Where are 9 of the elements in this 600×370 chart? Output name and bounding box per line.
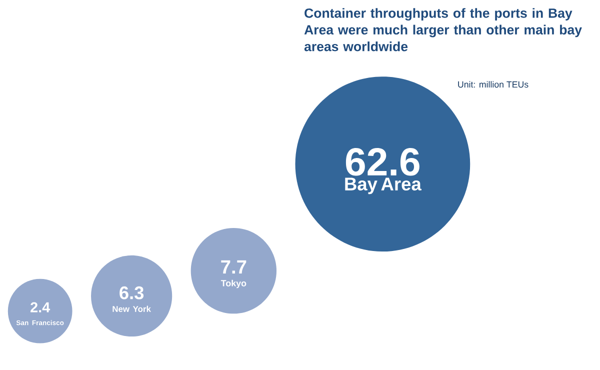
data-label: 2.4 (30, 302, 50, 312)
category-label: Bay Area (345, 178, 422, 194)
category-label: New York (112, 306, 151, 312)
data-label: 7.7 (221, 260, 246, 274)
data-label: 62.6 (346, 148, 420, 176)
data-label: 6.3 (120, 286, 144, 300)
text: Unit: million TEUs (458, 81, 528, 88)
category-label: Tokyo (220, 280, 246, 288)
text: Container throughputs of the ports in Bay Area were much larger than other main bay areas worldwide (304, 8, 582, 52)
